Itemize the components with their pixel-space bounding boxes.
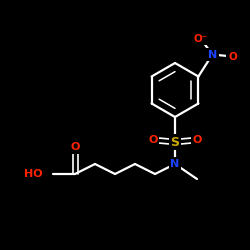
Text: O: O [192, 135, 202, 145]
Text: HO: HO [24, 169, 43, 179]
Text: O: O [148, 135, 158, 145]
Text: O: O [228, 52, 237, 62]
Text: N: N [170, 159, 179, 169]
Text: O: O [70, 142, 80, 152]
Text: S: S [170, 136, 179, 148]
Text: O⁻: O⁻ [193, 34, 208, 43]
Text: N: N [208, 50, 217, 59]
